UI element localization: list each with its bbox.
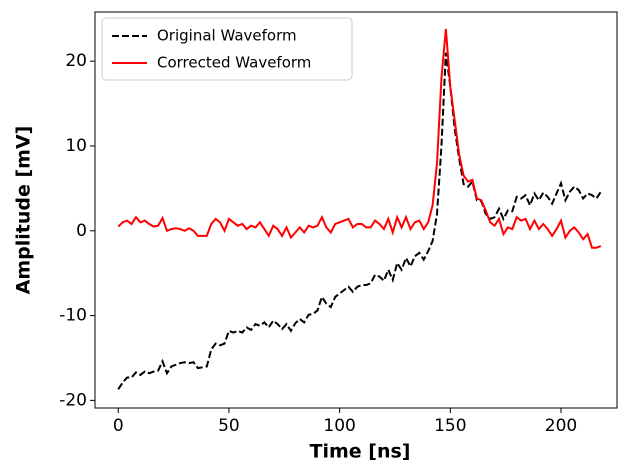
y-tick-label: -20 [59, 390, 87, 410]
x-tick-label: 100 [323, 416, 355, 436]
x-tick-label: 150 [434, 416, 466, 436]
y-tick-label: 20 [65, 51, 87, 71]
series-line [117, 28, 602, 249]
legend-label: Original Waveform [157, 27, 297, 45]
y-axis-label: Amplitude [mV] [13, 126, 35, 295]
series-line [117, 52, 602, 390]
legend-label: Corrected Waveform [157, 54, 311, 72]
legend-box [101, 17, 353, 81]
x-tick-label: 200 [545, 416, 577, 436]
y-tick-label: 0 [76, 221, 87, 241]
plot-frame [94, 11, 618, 409]
y-tick-label: -10 [59, 306, 87, 326]
x-axis-label: Time [ns] [310, 441, 411, 461]
y-tick-label: 10 [65, 136, 87, 156]
x-tick-label: 0 [113, 416, 124, 436]
x-tick-label: 50 [218, 416, 240, 436]
